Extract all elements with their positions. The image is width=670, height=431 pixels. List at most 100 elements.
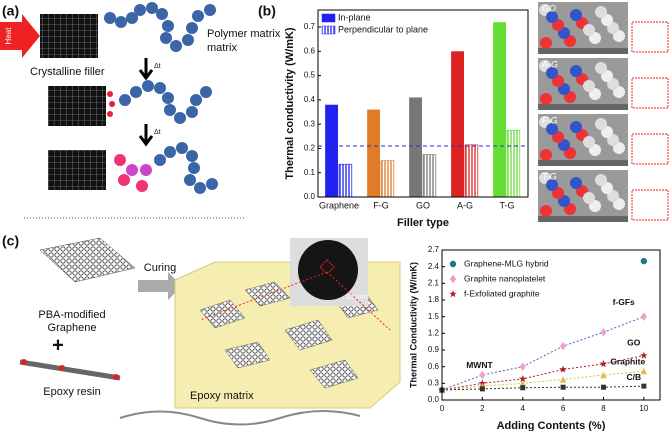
marker — [560, 384, 566, 390]
y-tick-label: 1.5 — [428, 312, 440, 321]
legend-label: Perpendicular to plane — [338, 24, 428, 34]
series-line — [441, 316, 645, 391]
filler — [40, 14, 98, 58]
marker — [600, 328, 607, 337]
legend-label: f-Exfoliated graphite — [464, 288, 540, 298]
heat-arrow — [0, 14, 40, 58]
marker — [559, 376, 567, 383]
y-tick-label: 0.9 — [428, 345, 440, 354]
y-tick-label: 0.5 — [304, 71, 316, 80]
inset — [631, 133, 669, 165]
charts: Graphene F-G GO A-G T-G 0.0 0.1 0.2 0.3 0.4 0.5 0.6… — [284, 9, 661, 431]
substrate — [538, 216, 628, 222]
marker — [599, 359, 608, 368]
y-tick-label: 0.3 — [428, 378, 440, 387]
marker — [479, 386, 485, 392]
label: + — [52, 334, 64, 356]
marker — [600, 371, 607, 379]
y-tick-label: 0.6 — [304, 46, 316, 55]
epoxy-molecule — [19, 359, 121, 381]
annotation: MWNT — [466, 360, 493, 370]
bar — [380, 160, 395, 198]
atom — [540, 205, 552, 217]
atom — [595, 118, 607, 130]
curing-arrow — [138, 272, 182, 300]
atom — [570, 177, 582, 189]
annotation: f-GFs — [613, 297, 635, 307]
y-tick-label: 1.2 — [428, 328, 440, 337]
atom — [546, 179, 558, 191]
scale-label: 10 mm — [346, 294, 368, 301]
y-tick-label: 0.1 — [304, 168, 316, 177]
heat-label: Heat — [4, 27, 13, 45]
substrate — [538, 48, 628, 54]
inset — [631, 77, 669, 109]
y-axis-label: Thermal conductivity (W/mK) — [284, 27, 296, 180]
label: Δt — [154, 63, 161, 70]
marker — [640, 312, 648, 321]
inset — [631, 21, 669, 53]
bar — [451, 51, 464, 198]
heated-atoms — [107, 91, 152, 192]
atom — [570, 65, 582, 77]
label: Epoxy resin — [43, 386, 100, 398]
annotation: GO — [627, 338, 641, 348]
atom — [595, 6, 607, 18]
x-tick-label: Graphene — [319, 200, 359, 210]
bar — [409, 97, 422, 197]
marker — [640, 257, 648, 265]
x-tick-label: 10 — [639, 404, 648, 413]
marker — [449, 260, 457, 268]
panel-label: (a) — [2, 3, 19, 19]
x-tick-label: 6 — [561, 404, 566, 413]
x-tick-label: 8 — [601, 404, 606, 413]
y-tick-label: 0.6 — [428, 362, 440, 371]
legend-swatch — [321, 13, 336, 23]
image-label: T-G — [542, 171, 557, 181]
label: Δt — [154, 129, 161, 136]
marker — [641, 383, 647, 389]
y-tick-label: 0.2 — [304, 144, 316, 153]
x-tick-label: 0 — [440, 404, 445, 413]
graphene-sheet — [39, 237, 136, 283]
x-tick-label: A-G — [457, 200, 473, 210]
marker — [519, 362, 526, 371]
atom — [570, 9, 582, 21]
y-tick-label: 0.0 — [304, 192, 316, 201]
time-arrow — [138, 58, 154, 81]
bar — [506, 129, 521, 198]
disc — [298, 240, 358, 300]
bar — [493, 22, 506, 198]
bar — [325, 104, 338, 197]
label: Curing — [144, 262, 176, 274]
x-tick-label: F-G — [373, 200, 389, 210]
atom — [546, 123, 558, 135]
y-tick-label: 0.7 — [304, 22, 316, 31]
marker — [640, 367, 648, 375]
marker — [559, 365, 567, 373]
series-line — [441, 370, 644, 391]
atom — [595, 62, 607, 74]
atom — [583, 80, 595, 92]
bar — [464, 144, 479, 198]
legend-label: Graphene-MLG hybrid — [464, 258, 549, 268]
x-tick-label: GO — [416, 200, 430, 210]
substrate — [538, 104, 628, 110]
atom — [540, 149, 552, 161]
atom — [540, 93, 552, 105]
series-line — [441, 385, 644, 391]
marker — [559, 341, 567, 351]
plot-frame — [441, 249, 661, 401]
label: Epoxy matrix — [190, 390, 254, 402]
panel-c: (c) PBA-modified Graphene + Epoxy resin … — [2, 233, 401, 426]
annotation: C/B — [626, 372, 641, 382]
image-label: A-G — [541, 59, 558, 69]
marker — [518, 374, 527, 383]
label: Graphene — [48, 322, 97, 334]
x-tick-label: T-G — [500, 200, 515, 210]
panel-a: (a) Heat Polymer matrix matrix Crystalli… — [0, 2, 281, 219]
zoom-line — [199, 271, 391, 331]
panel-label: (c) — [2, 233, 19, 249]
legend-label: In-plane — [338, 12, 371, 22]
